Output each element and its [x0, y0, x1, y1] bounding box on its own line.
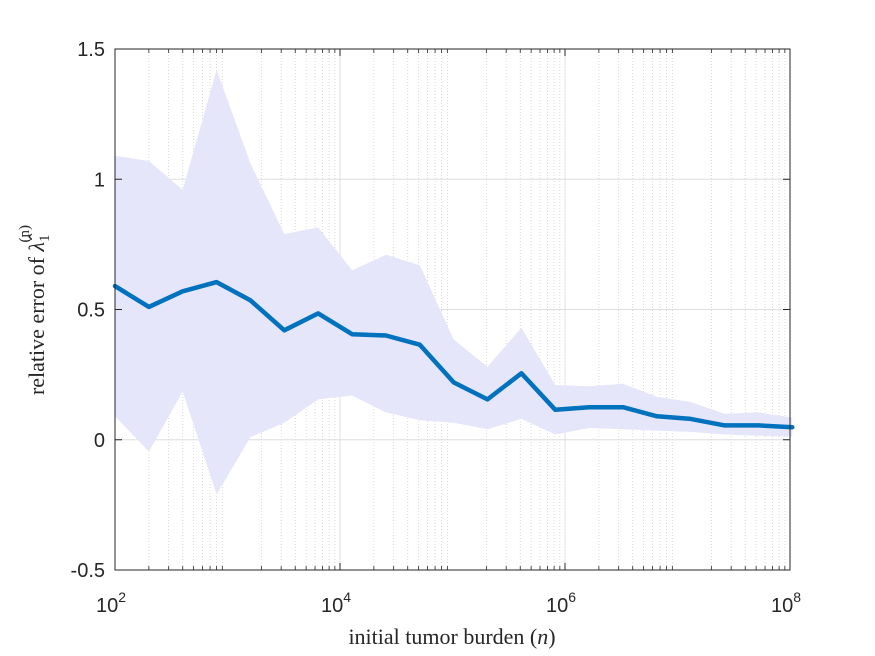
y-tick-label: 1.5	[77, 39, 105, 61]
x-tick-base: 10	[321, 595, 343, 617]
mean-point	[655, 414, 659, 418]
x-tick-exponent: 4	[343, 589, 351, 605]
mean-point	[486, 397, 490, 401]
mean-point	[723, 423, 727, 427]
mean-point	[181, 289, 185, 293]
mean-point	[147, 305, 151, 309]
x-tick-base: 10	[546, 595, 568, 617]
y-axis-label-sub: 1	[37, 234, 53, 242]
mean-line	[112, 279, 795, 430]
x-axis-label-text: initial tumor burden (	[348, 624, 537, 649]
x-tick-exponent: 6	[568, 589, 576, 605]
mean-point	[790, 425, 794, 429]
y-axis-label-text: relative error of	[24, 252, 49, 396]
mean-point	[384, 334, 388, 338]
mean-point	[452, 380, 456, 384]
mean-point	[282, 328, 286, 332]
y-tick-label: 0	[94, 430, 105, 452]
x-tick-base: 10	[96, 595, 118, 617]
error-band	[115, 69, 793, 495]
x-tick-label: 106	[546, 589, 576, 617]
mean-point	[248, 298, 252, 302]
x-tick-base: 10	[771, 595, 793, 617]
y-axis-label: relative error of λ̂1(n)	[17, 225, 53, 395]
mean-point	[418, 343, 422, 347]
y-axis-label-sup: (n)	[17, 225, 33, 243]
y-tick-label: -0.5	[71, 560, 105, 582]
mean-point	[689, 417, 693, 421]
mean-point	[316, 311, 320, 315]
x-tick-label: 102	[96, 589, 126, 617]
x-tick-exponent: 2	[118, 589, 126, 605]
x-tick-exponent: 8	[793, 589, 801, 605]
axis-ticks: 102 104 106 108-0.500.511.5	[71, 39, 802, 617]
mean-point	[113, 284, 117, 288]
mean-point	[587, 405, 591, 409]
x-axis-label: initial tumor burden (n)	[348, 624, 555, 649]
mean-point	[621, 405, 625, 409]
y-tick-label: 0.5	[77, 300, 105, 322]
mean-point	[350, 332, 354, 336]
x-tick-label: 108	[771, 589, 801, 617]
mean-point	[215, 280, 219, 284]
y-tick-label: 1	[94, 169, 105, 191]
x-tick-label: 104	[321, 589, 351, 617]
x-axis-label-var: n	[537, 624, 548, 649]
x-axis-label-close: )	[548, 624, 555, 649]
mean-point	[756, 423, 760, 427]
mean-point	[519, 371, 523, 375]
mean-point	[553, 408, 557, 412]
